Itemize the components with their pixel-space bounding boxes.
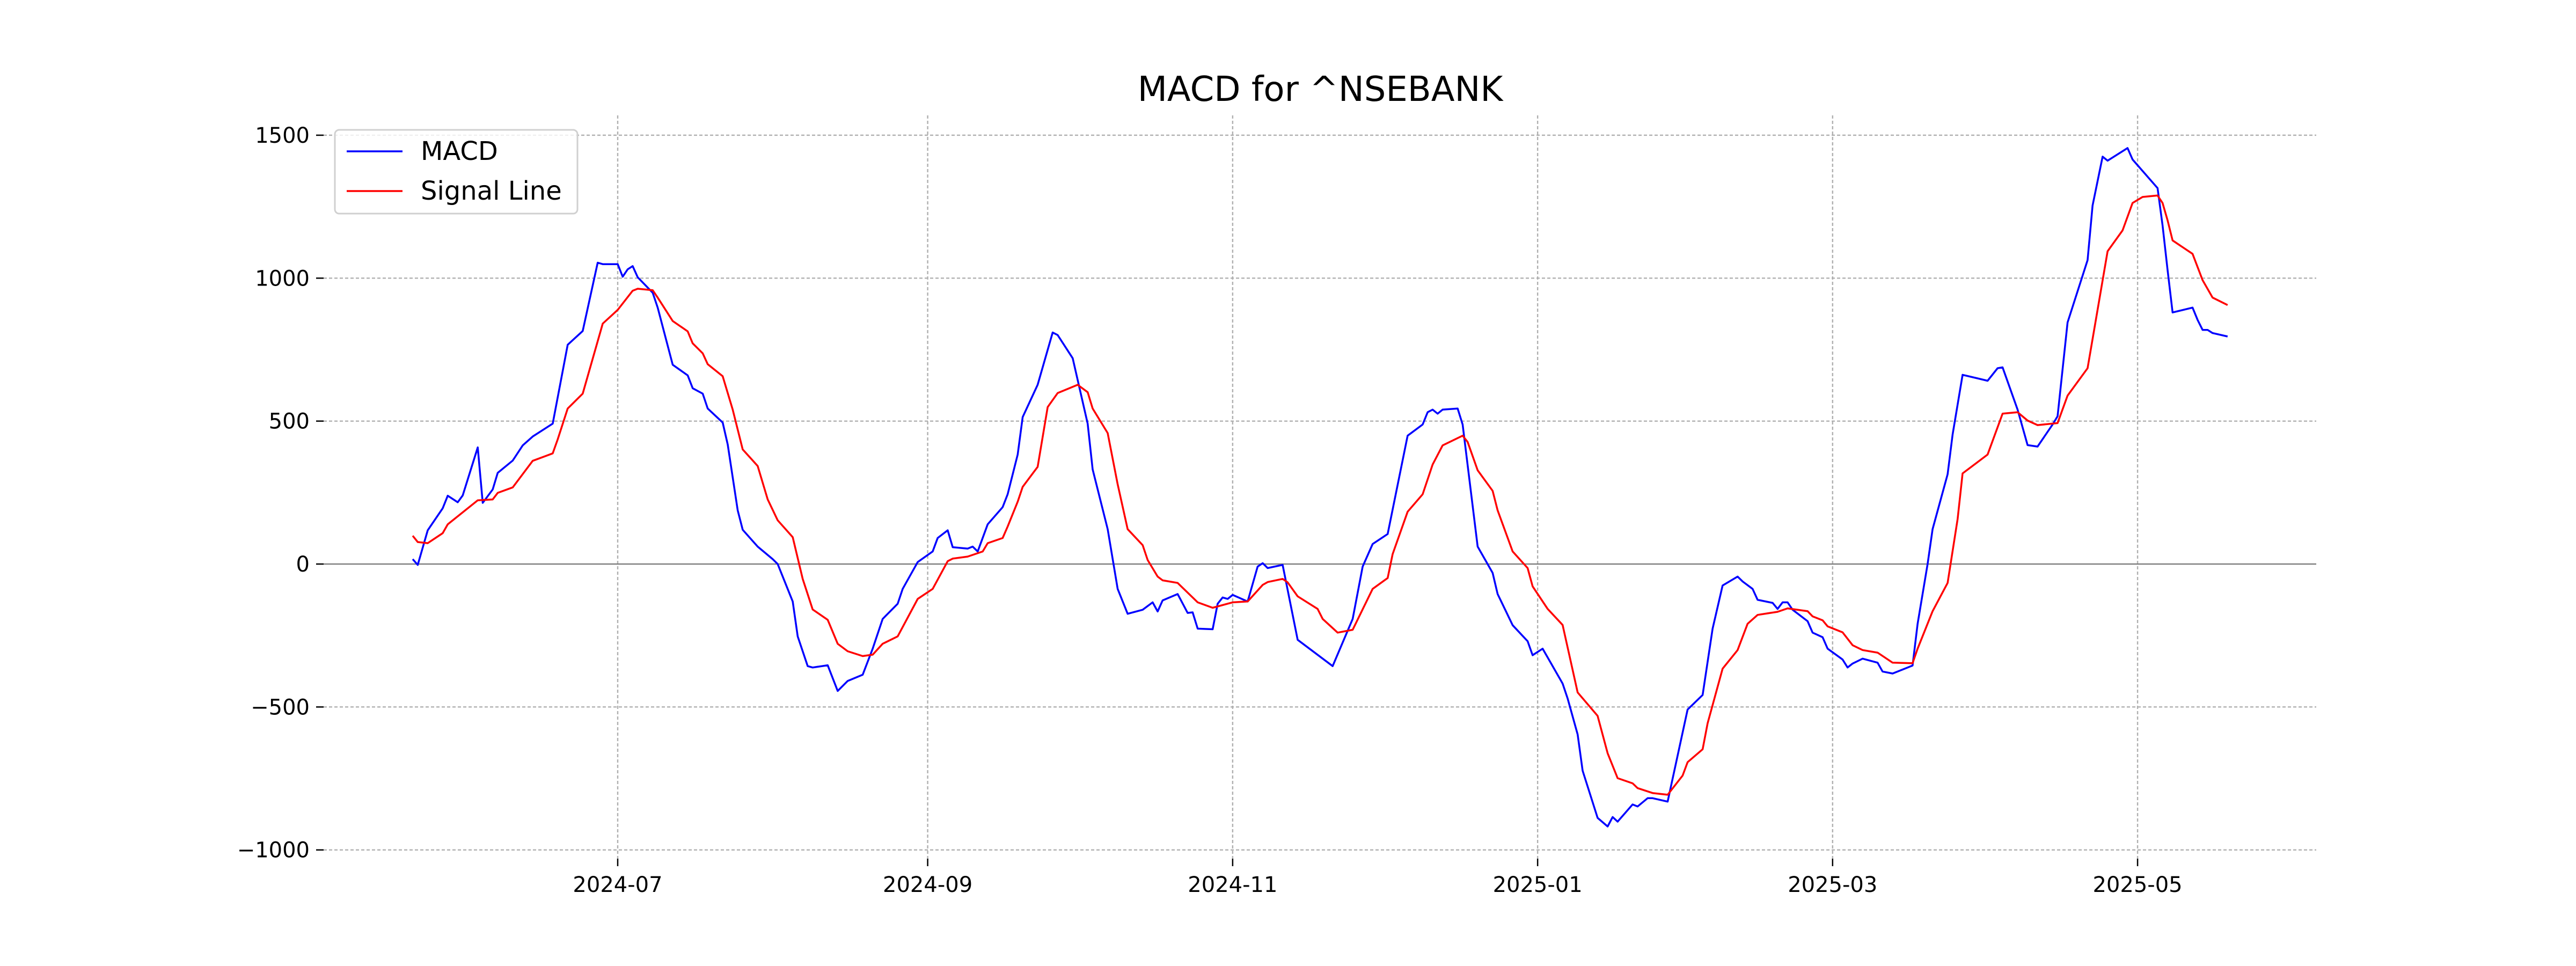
legend-label-macd: MACD <box>421 136 498 166</box>
x-tick-label: 2025-01 <box>1493 873 1583 897</box>
y-tick-label: 500 <box>269 409 310 434</box>
x-axis: 2024-07 2024-09 2024-11 2025-01 2025-03 2025-… <box>573 859 2183 897</box>
x-tick-label: 2025-03 <box>1788 873 1877 897</box>
chart-title: MACD for ^NSEBANK <box>1138 70 1504 109</box>
x-tick-label: 2024-09 <box>883 873 972 897</box>
y-tick-label: −1000 <box>237 838 310 863</box>
grid <box>324 115 2316 859</box>
x-tick-label: 2025-05 <box>2092 873 2182 897</box>
legend: MACD Signal Line <box>334 129 579 215</box>
macd-line <box>412 147 2228 828</box>
x-tick-label: 2024-11 <box>1188 873 1277 897</box>
y-tick-label: 1000 <box>255 266 310 291</box>
signal-line-line <box>412 194 2228 796</box>
y-tick-label: −500 <box>251 695 310 720</box>
legend-label-signal-line: Signal Line <box>421 176 562 206</box>
y-tick-label: 0 <box>296 552 310 577</box>
series-group <box>412 147 2228 828</box>
y-tick-label: 1500 <box>255 123 310 148</box>
y-axis: −1000 −500 0 500 1000 1500 <box>237 123 324 863</box>
x-tick-label: 2024-07 <box>573 873 662 897</box>
